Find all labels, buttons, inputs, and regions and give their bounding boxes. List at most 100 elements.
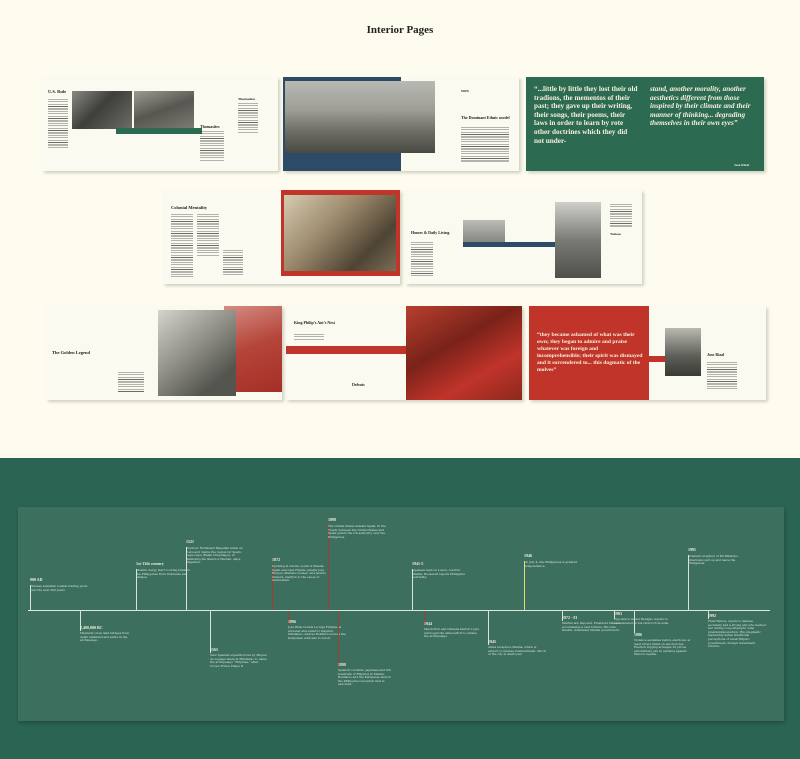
spread-heading: U.S. Rule (48, 89, 67, 94)
side-text-block (707, 362, 737, 390)
photo-woman-portrait-red (406, 306, 522, 400)
thomasites-text (200, 131, 224, 161)
spread-heading: Homes & Daily Living (411, 230, 450, 235)
timeline-tick (524, 561, 525, 610)
event-year: 1896 (288, 619, 296, 624)
timeline-tick (272, 565, 273, 610)
event-text: MacArthur and Osmena land in Leyte and b… (424, 627, 480, 639)
interior-pages-section: Interior Pages U.S. Rule Thomasites Thom… (42, 24, 766, 400)
spread-colonial-mentality: Colonial Mentality (163, 190, 400, 284)
red-band (286, 346, 522, 354)
event-year: 1992 (708, 613, 716, 618)
timeline-tick (210, 611, 211, 653)
event-year: 900 AD (30, 577, 43, 582)
photo-woman-jar (284, 195, 396, 271)
body-text-block (48, 99, 68, 149)
spread-heading: Colonial Mentality (171, 205, 208, 210)
photo-tattooed-man (555, 202, 601, 278)
navy-band (463, 242, 555, 247)
timeline-tick (614, 611, 615, 619)
timeline-tick (288, 611, 289, 625)
body-text-block (118, 372, 144, 392)
event-text: Uprising in Cavite, south of Manila. Spa… (272, 564, 326, 583)
spread-king-philip: King Philip’s Ant’s Nest Defeats (286, 306, 522, 400)
spread-quote-rizal: “...little by little they lost their old… (526, 77, 764, 171)
green-band (116, 128, 202, 134)
timeline-tick (186, 547, 187, 610)
small-heading: Defeats (352, 382, 365, 387)
timeline-panel: 900 AD Chinese establish coastal trading… (18, 507, 784, 721)
small-heading: MOW (461, 89, 470, 93)
photo-students (134, 91, 194, 129)
page-title: Interior Pages (366, 24, 434, 36)
spread-golden-legend: The Golden Legend (46, 306, 282, 400)
quote-left: “...little by little they lost their old… (534, 85, 638, 145)
body-text-block (411, 242, 433, 276)
event-text: New Spanish expedition led by Miguel de … (210, 653, 267, 668)
event-text: Chinese establish coastal trading posts … (30, 584, 88, 592)
photo-rizal-group (665, 328, 701, 376)
photo-nipa-hut (463, 220, 505, 246)
event-text: Fidel Ramos, Aquino’s defense secretary … (708, 619, 766, 649)
body-text-col-2 (197, 214, 219, 256)
event-text: Allies recapture Manila, which is subjec… (488, 645, 546, 657)
event-year: 1941-5 (412, 561, 424, 566)
spread-heading: The Dominant Ethnic model (461, 115, 510, 120)
timeline-tick (338, 611, 339, 667)
timeline-tick (708, 611, 709, 619)
photo-group-classroom (72, 91, 132, 129)
timeline-tick (562, 611, 563, 621)
timeline-tick (634, 611, 635, 633)
event-year: 1991 (688, 547, 696, 552)
photo-old-woman (158, 310, 236, 396)
body-text-block (294, 334, 324, 340)
spread-church: MOW The Dominant Ethnic model (283, 77, 519, 171)
event-year: 1945 (488, 639, 496, 644)
body-text-col-1 (171, 214, 193, 278)
timeline-tick (412, 569, 413, 610)
event-year: 1565 (210, 647, 218, 652)
timeline-tick (328, 525, 329, 610)
event-text: Violence escalates before elections; at … (634, 638, 691, 657)
timeline-section: 900 AD Chinese establish coastal trading… (0, 458, 800, 759)
event-text: Jose Rizal founds La Liga Filipina, is a… (288, 625, 346, 640)
event-text: Spanish colonists, Japanese and full hun… (338, 668, 391, 687)
timeline-tick (424, 611, 425, 625)
quote-attribution: Jose Rizal (734, 163, 750, 167)
side-heading: Jose Rizal (707, 352, 725, 357)
body-text-block (461, 127, 509, 163)
event-text: Muslim clergy start to bring Islam to th… (136, 568, 191, 580)
spread-us-rule: U.S. Rule Thomasites Thomasites (42, 77, 278, 171)
spread-quote-rizal-red: “they became ashamed of what was their o… (529, 306, 766, 400)
event-year: 1983 (614, 611, 622, 616)
timeline-tick (30, 585, 31, 610)
spread-homes-daily-living: Homes & Daily Living Tattoos (405, 190, 642, 284)
event-year: 1898 (338, 662, 346, 667)
event-text: On July 4, the Philippines is granted in… (524, 560, 578, 568)
event-year: 1972 - 81 (562, 615, 578, 620)
event-year: 1946 (524, 553, 532, 558)
photo-church (285, 81, 435, 153)
red-connector (645, 356, 665, 362)
timeline-tick (488, 611, 489, 645)
event-text: The United States defeats Spain. In the … (328, 524, 386, 539)
event-year: 1986 (634, 632, 642, 637)
event-text: Japanese land on Luzon, overrun Manila. … (412, 568, 465, 580)
quote-right: stand, another morality, another aesthet… (650, 85, 751, 128)
side-text-block (238, 103, 258, 133)
event-year: 2,400,000 BC (80, 625, 103, 630)
side-heading: Tattoos (610, 232, 621, 236)
red-block (529, 306, 649, 400)
timeline-tick (136, 569, 137, 610)
side-heading: Thomasites (238, 97, 256, 101)
quote-text: “they became ashamed of what was their o… (537, 332, 643, 373)
event-text: Explorer Ferdinand Magellan lands on Ceb… (186, 546, 243, 565)
thomasites-heading: Thomasites (200, 124, 220, 129)
event-text: Dramatic eruption of Mt Pinatubo. Americ… (688, 554, 739, 566)
event-year: 1944 (424, 621, 432, 626)
side-text-block (610, 204, 632, 228)
event-text: Martial law imposed. President Marcos ac… (562, 621, 620, 633)
event-year: 1872 (272, 557, 280, 562)
event-text: Opposition leader Benigno Aquino is assa… (614, 617, 670, 625)
event-year: 1521 (186, 539, 194, 544)
